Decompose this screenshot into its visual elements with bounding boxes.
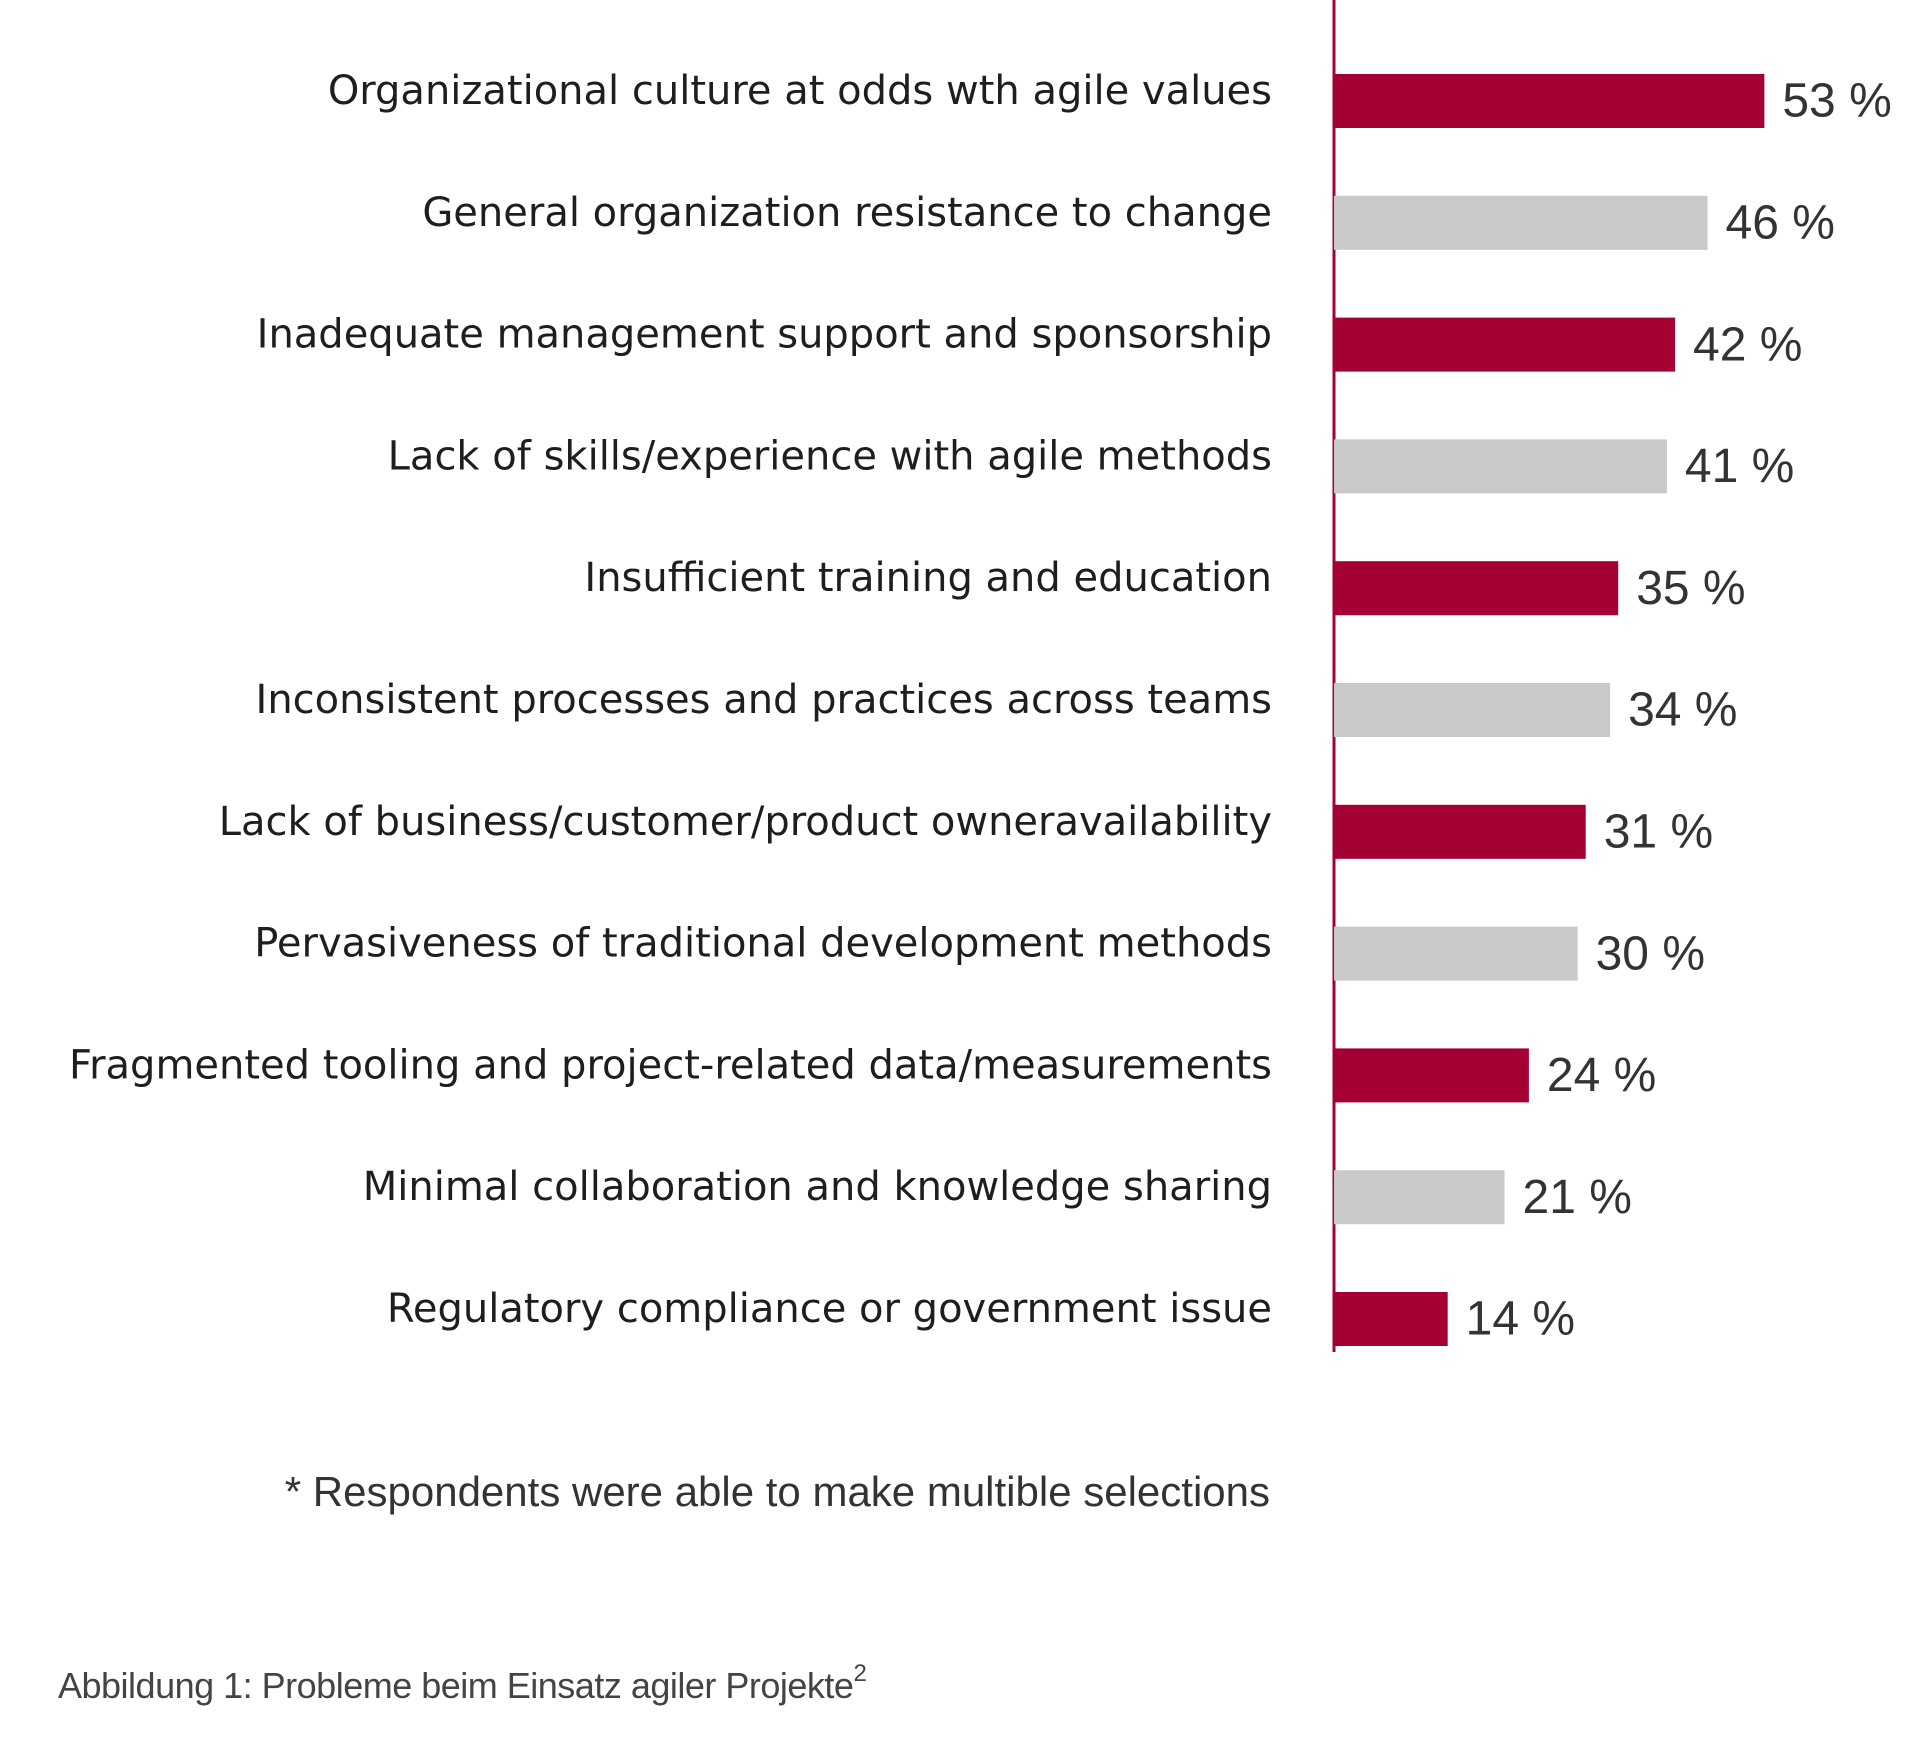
value-label: 35 % [1636, 562, 1745, 615]
bar [1334, 926, 1578, 981]
category-label: Minimal collaboration and knowledge shar… [363, 1164, 1272, 1210]
value-label: 21 % [1523, 1171, 1632, 1224]
bar [1334, 683, 1611, 737]
value-label: 30 % [1596, 927, 1705, 980]
bar [1334, 195, 1708, 250]
bar [1334, 561, 1619, 616]
bars-group: Organizational culture at odds wth agile… [69, 68, 1892, 1346]
value-label: 24 % [1547, 1049, 1656, 1102]
caption-superscript: 2 [853, 1660, 867, 1687]
value-label: 31 % [1604, 805, 1713, 858]
caption-text: Abbildung 1: Probleme beim Einsatz agile… [58, 1665, 854, 1706]
footnote: * Respondents were able to make multible… [284, 1468, 1270, 1515]
bar [1334, 804, 1586, 859]
bar [1334, 439, 1667, 494]
value-label: 34 % [1628, 684, 1737, 737]
category-label: Organizational culture at odds wth agile… [328, 68, 1272, 114]
bar [1334, 74, 1765, 128]
category-label: Inadequate management support and sponso… [257, 312, 1272, 358]
bar [1334, 1292, 1448, 1346]
category-label: Lack of business/customer/product ownera… [219, 799, 1272, 845]
value-label: 46 % [1726, 196, 1835, 249]
bar [1334, 1048, 1529, 1103]
figure-caption: Abbildung 1: Probleme beim Einsatz agile… [58, 1660, 867, 1707]
bar [1334, 317, 1676, 372]
bar [1334, 1170, 1505, 1225]
value-label: 41 % [1685, 440, 1794, 493]
category-label: Fragmented tooling and project-related d… [69, 1042, 1272, 1088]
category-label: Inconsistent processes and practices acr… [256, 677, 1272, 723]
value-label: 14 % [1466, 1293, 1575, 1346]
category-label: Pervasiveness of traditional development… [254, 921, 1272, 967]
value-label: 53 % [1782, 75, 1891, 128]
category-label: Regulatory compliance or government issu… [387, 1286, 1272, 1332]
value-label: 42 % [1693, 318, 1802, 371]
category-label: Lack of skills/experience with agile met… [388, 433, 1272, 479]
category-label: Insufficient training and education [584, 555, 1272, 601]
category-label: General organization resistance to chang… [422, 190, 1272, 236]
